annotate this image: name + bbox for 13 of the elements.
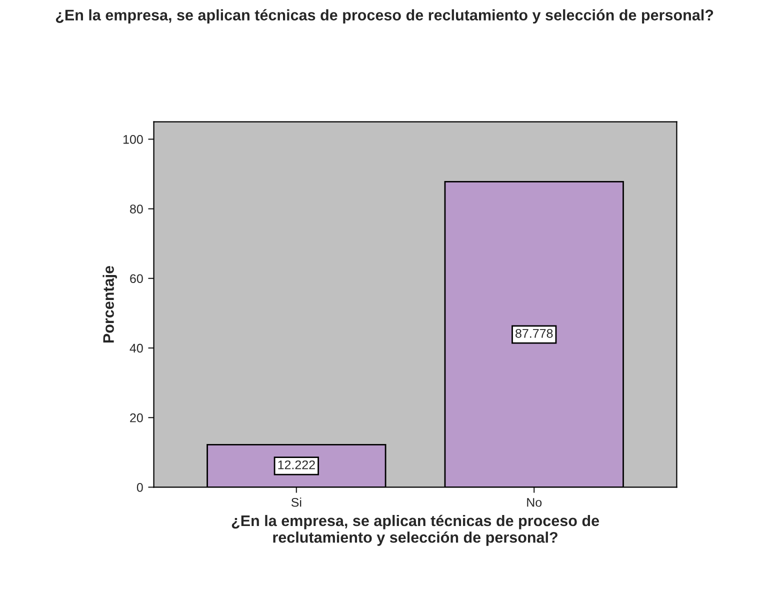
data-label: 12.222 (278, 460, 315, 470)
y-tick-label: 60 (130, 274, 143, 284)
x-tick-label: No (527, 498, 542, 507)
y-tick-label: 100 (123, 135, 143, 144)
chart-title: ¿En la empresa, se aplican técnicas de proceso de reclutamiento y selección de personal? (56, 9, 714, 24)
x-axis-title: ¿En la empresa, se aplican técnicas de proceso de reclutamiento y selección de personal? (232, 514, 600, 546)
x-tick-label: Si (291, 498, 302, 507)
y-tick-label: 20 (130, 413, 143, 422)
y-tick-label: 0 (136, 483, 143, 492)
y-tick-label: 80 (130, 204, 143, 214)
y-tick-label: 40 (130, 344, 143, 353)
data-label: 87.778 (516, 328, 553, 338)
y-axis-title: Porcentaje (102, 266, 117, 343)
